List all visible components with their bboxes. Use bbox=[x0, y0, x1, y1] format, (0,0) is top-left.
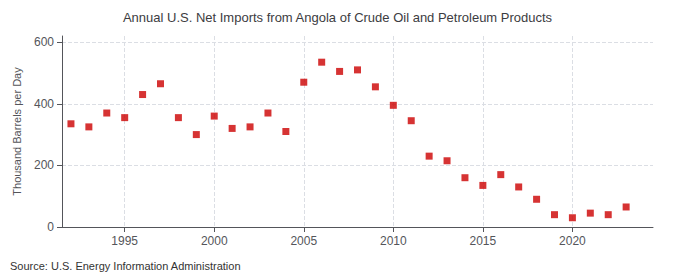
svg-text:400: 400 bbox=[34, 97, 54, 111]
svg-text:600: 600 bbox=[34, 35, 54, 49]
svg-text:Annual U.S. Net Imports from A: Annual U.S. Net Imports from Angola of C… bbox=[123, 10, 553, 25]
svg-text:2000: 2000 bbox=[201, 234, 228, 248]
svg-text:2010: 2010 bbox=[380, 234, 407, 248]
svg-text:2015: 2015 bbox=[470, 234, 497, 248]
svg-text:Source: U.S. Energy Informatio: Source: U.S. Energy Information Administ… bbox=[10, 260, 241, 272]
svg-text:2020: 2020 bbox=[559, 234, 586, 248]
svg-text:1995: 1995 bbox=[111, 234, 138, 248]
svg-text:Thousand Barrels per Day: Thousand Barrels per Day bbox=[11, 67, 23, 196]
svg-text:0: 0 bbox=[47, 220, 54, 234]
svg-text:200: 200 bbox=[34, 158, 54, 172]
svg-text:2005: 2005 bbox=[290, 234, 317, 248]
